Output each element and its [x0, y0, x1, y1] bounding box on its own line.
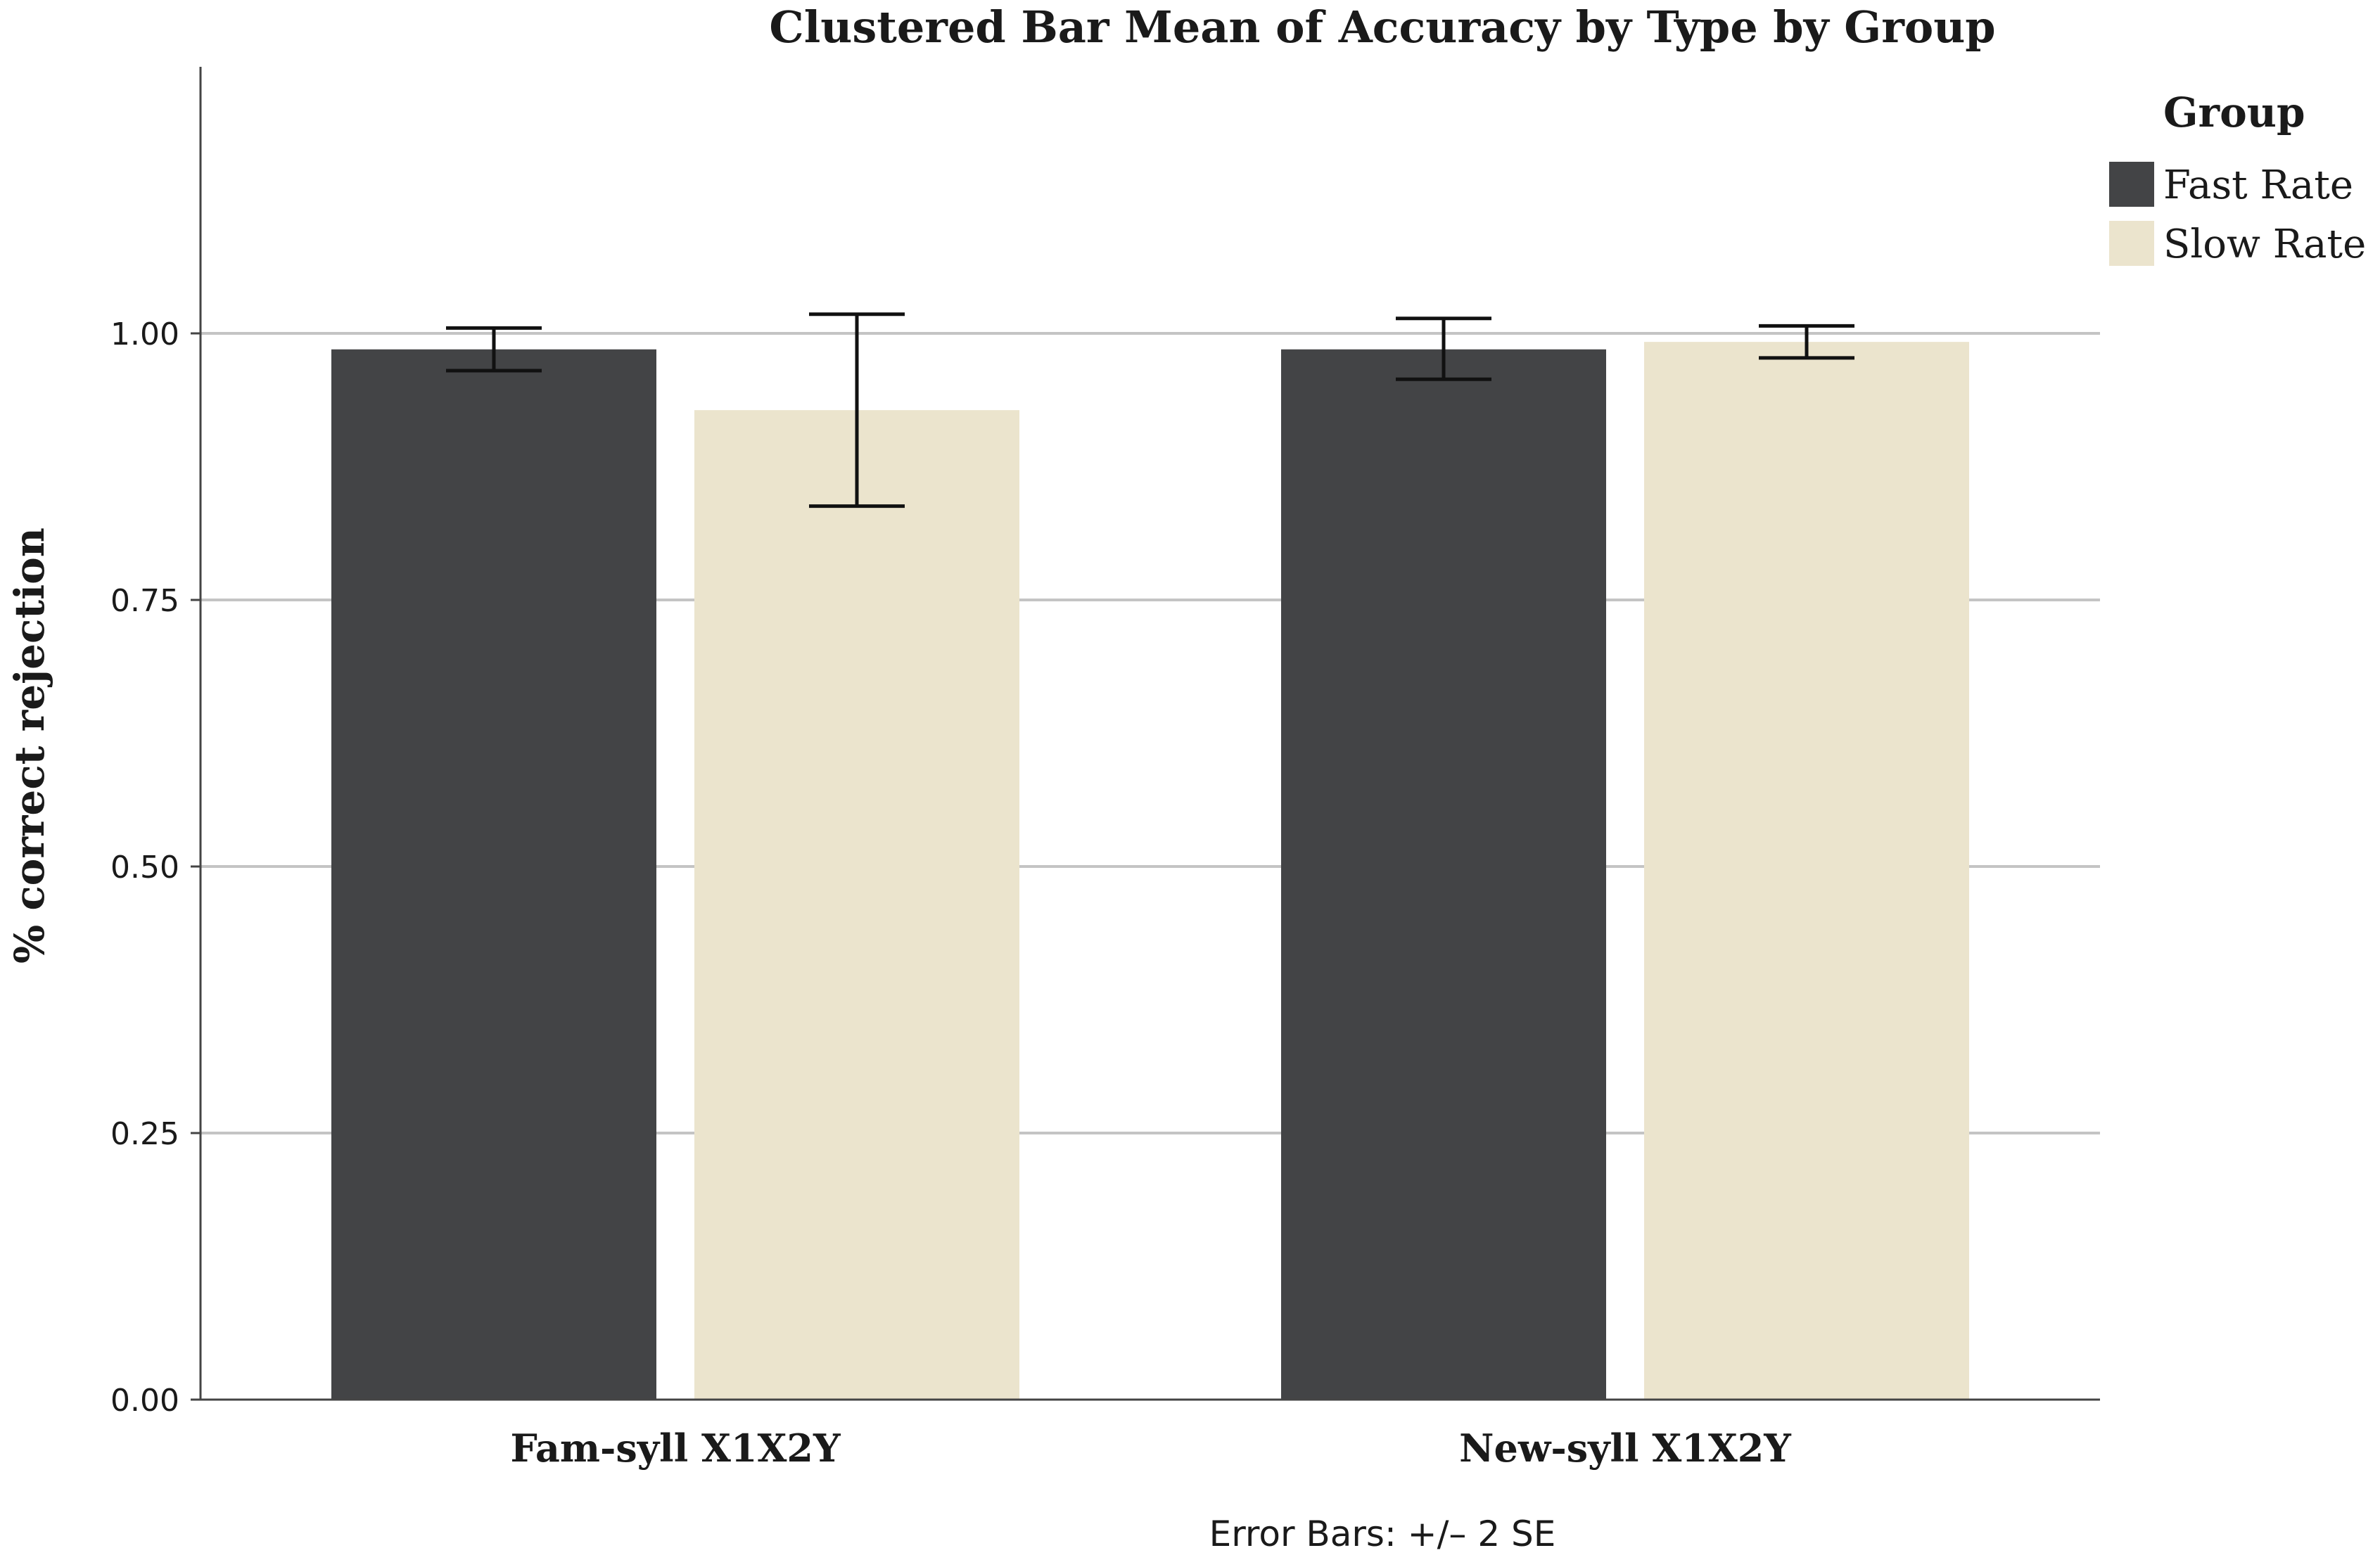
- y-tick-label: 0.25: [110, 1116, 179, 1152]
- bar: [694, 410, 1019, 1400]
- bars: [331, 342, 1969, 1400]
- bar: [331, 349, 656, 1400]
- legend-label: Fast Rate: [2163, 162, 2353, 208]
- y-axis-label: % correct rejection: [6, 527, 53, 964]
- category-label: Fam-syll X1X2Y: [510, 1426, 841, 1471]
- legend-swatch: [2109, 162, 2154, 207]
- chart-title: Clustered Bar Mean of Accuracy by Type b…: [769, 1, 1995, 53]
- axes: [191, 67, 2100, 1401]
- category-labels: Fam-syll X1X2Y New-syll X1X2Y: [510, 1426, 1792, 1471]
- legend-title: Group: [2163, 89, 2305, 136]
- bar: [1644, 342, 1969, 1400]
- error-bars: [446, 312, 1854, 509]
- bar: [1281, 349, 1606, 1400]
- error-bar-footnote: Error Bars: +/– 2 SE: [1209, 1514, 1556, 1554]
- y-tick-label: 0.00: [110, 1383, 179, 1419]
- legend-label: Slow Rate: [2163, 222, 2366, 267]
- legend: Group Fast Rate Slow Rate: [2109, 89, 2366, 267]
- legend-swatch: [2109, 221, 2154, 266]
- category-label: New-syll X1X2Y: [1459, 1426, 1792, 1471]
- y-tick-label: 0.75: [110, 583, 179, 619]
- y-tick-label: 0.50: [110, 850, 179, 885]
- y-tick-label: 1.00: [110, 316, 179, 352]
- y-tick-labels: 0.00 0.25 0.50 0.75 1.00: [110, 316, 179, 1419]
